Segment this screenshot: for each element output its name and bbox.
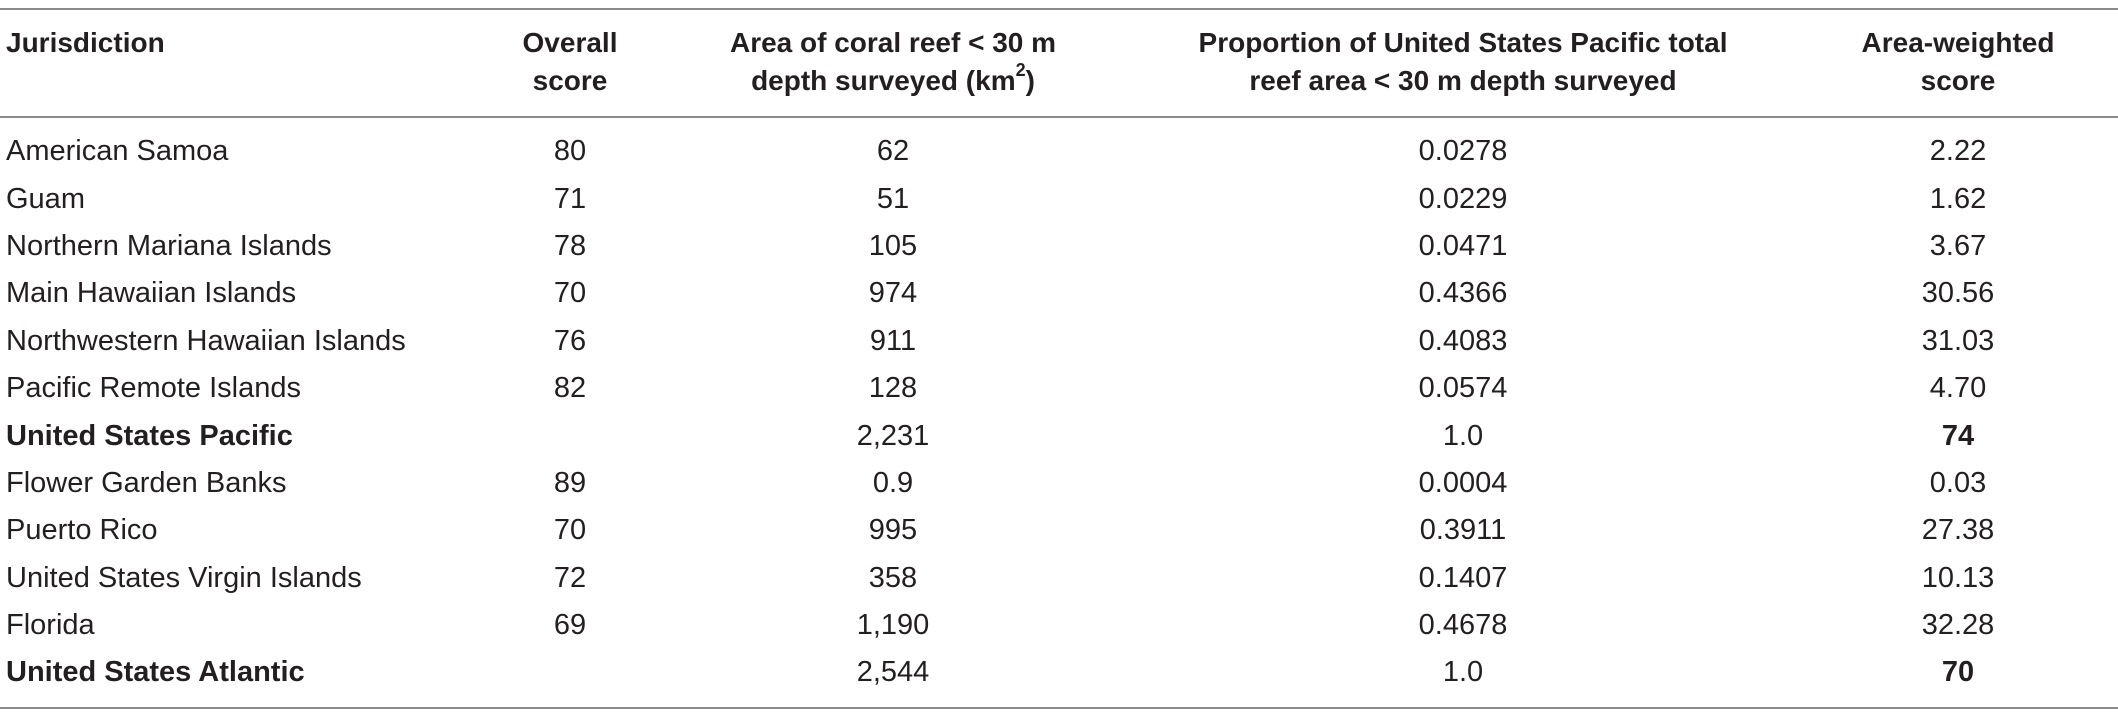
cell-area-surveyed: 2,231	[856, 419, 930, 452]
coral-reef-score-table-container: Jurisdiction Overall score Area of coral…	[0, 8, 2118, 709]
table-row: Puerto Rico 70 995 0.3911 27.38	[0, 507, 2118, 554]
cell-area-weighted-score: 70	[1941, 656, 1975, 689]
cell-jurisdiction: Main Hawaiian Islands	[6, 277, 297, 310]
cell-proportion: 0.1407	[1418, 561, 1508, 594]
cell-overall-score: 72	[553, 561, 587, 594]
cell-area-surveyed: 1,190	[856, 609, 930, 642]
cell-area-surveyed: 105	[868, 229, 918, 262]
header-overall-score-line1: Overall	[522, 27, 618, 58]
cell-area-surveyed: 911	[869, 324, 917, 357]
cell-area-surveyed: 974	[868, 277, 918, 310]
table-row: Main Hawaiian Islands 70 974 0.4366 30.5…	[0, 270, 2118, 317]
cell-overall-score: 69	[553, 609, 587, 642]
cell-jurisdiction: United States Pacific	[6, 419, 293, 452]
cell-overall-score: 76	[553, 324, 587, 357]
header-jurisdiction: Jurisdiction	[0, 9, 482, 117]
cell-jurisdiction: United States Virgin Islands	[6, 561, 362, 594]
cell-proportion: 0.0574	[1418, 372, 1508, 405]
subtotal-row: United States Atlantic 2,544 1.0 70	[0, 649, 2118, 708]
cell-jurisdiction: Flower Garden Banks	[6, 466, 287, 499]
cell-jurisdiction: Guam	[6, 182, 85, 215]
cell-overall-score: 70	[553, 277, 587, 310]
header-row: Jurisdiction Overall score Area of coral…	[0, 9, 2118, 117]
cell-area-weighted-score: 4.70	[1929, 372, 1987, 405]
header-area-surveyed-superscript: 2	[1015, 59, 1026, 80]
cell-area-weighted-score: 0.03	[1929, 466, 1987, 499]
cell-area-weighted-score: 10.13	[1921, 561, 1995, 594]
header-area-surveyed-line2: depth surveyed (km	[751, 65, 1016, 96]
cell-area-surveyed: 0.9	[872, 466, 914, 499]
table-row: Northern Mariana Islands 78 105 0.0471 3…	[0, 223, 2118, 270]
cell-proportion: 0.4366	[1418, 277, 1508, 310]
cell-area-surveyed: 62	[876, 135, 910, 168]
cell-area-weighted-score: 27.38	[1921, 514, 1995, 547]
cell-overall-score: 78	[553, 229, 587, 262]
cell-area-weighted-score: 3.67	[1929, 229, 1987, 262]
cell-proportion: 0.0278	[1418, 135, 1508, 168]
cell-overall-score: 80	[553, 135, 587, 168]
table-row: Pacific Remote Islands 82 128 0.0574 4.7…	[0, 365, 2118, 412]
cell-proportion: 1.0	[1442, 656, 1484, 689]
cell-jurisdiction: American Samoa	[6, 135, 229, 168]
header-proportion-line2: reef area < 30 m depth surveyed	[1249, 65, 1677, 96]
cell-proportion: 0.4083	[1418, 324, 1508, 357]
table-header: Jurisdiction Overall score Area of coral…	[0, 9, 2118, 117]
cell-overall-score: 71	[553, 182, 587, 215]
table-row: American Samoa 80 62 0.0278 2.22	[0, 117, 2118, 175]
cell-area-surveyed: 995	[868, 514, 918, 547]
cell-proportion: 0.0229	[1418, 182, 1508, 215]
cell-area-weighted-score: 74	[1941, 419, 1975, 452]
cell-overall-score	[482, 649, 658, 707]
header-area-surveyed: Area of coral reef < 30 m depth surveyed…	[658, 9, 1128, 117]
cell-area-surveyed: 2,544	[856, 656, 930, 689]
cell-area-weighted-score: 31.03	[1921, 324, 1995, 357]
cell-overall-score: 82	[553, 372, 587, 405]
cell-jurisdiction: Pacific Remote Islands	[6, 372, 301, 405]
cell-area-weighted-score: 2.22	[1929, 135, 1987, 168]
cell-proportion: 0.3911	[1419, 514, 1507, 547]
header-jurisdiction-label: Jurisdiction	[6, 27, 165, 58]
cell-proportion: 0.0004	[1418, 466, 1508, 499]
header-area-surveyed-line1: Area of coral reef < 30 m	[729, 27, 1057, 58]
header-overall-score-line2: score	[532, 65, 608, 96]
cell-proportion: 0.0471	[1418, 229, 1508, 262]
table-row: Northwestern Hawaiian Islands 76 911 0.4…	[0, 318, 2118, 365]
cell-overall-score: 89	[553, 466, 587, 499]
cell-jurisdiction: Florida	[6, 609, 95, 642]
table-row: United States Virgin Islands 72 358 0.14…	[0, 555, 2118, 602]
cell-area-surveyed: 128	[868, 372, 918, 405]
coral-reef-score-table: Jurisdiction Overall score Area of coral…	[0, 8, 2118, 709]
cell-proportion: 0.4678	[1418, 609, 1508, 642]
cell-area-surveyed: 51	[876, 182, 910, 215]
header-area-surveyed-line2-end: )	[1025, 65, 1035, 96]
header-area-weighted-score: Area-weighted score	[1798, 9, 2118, 117]
table-row: Flower Garden Banks 89 0.9 0.0004 0.03	[0, 460, 2118, 507]
cell-jurisdiction: United States Atlantic	[6, 656, 305, 689]
header-area-weighted-score-line1: Area-weighted	[1861, 27, 2055, 58]
cell-overall-score	[482, 412, 658, 459]
cell-jurisdiction: Puerto Rico	[6, 514, 158, 547]
cell-overall-score: 70	[553, 514, 587, 547]
cell-jurisdiction: Northern Mariana Islands	[6, 229, 332, 262]
cell-area-weighted-score: 30.56	[1921, 277, 1995, 310]
header-area-weighted-score-line2: score	[1920, 65, 1996, 96]
subtotal-row: United States Pacific 2,231 1.0 74	[0, 412, 2118, 459]
header-proportion-line1: Proportion of United States Pacific tota…	[1198, 27, 1728, 58]
cell-area-surveyed: 358	[868, 561, 918, 594]
header-overall-score: Overall score	[482, 9, 658, 117]
cell-area-weighted-score: 1.62	[1929, 182, 1987, 215]
table-row: Guam 71 51 0.0229 1.62	[0, 175, 2118, 222]
table-row: Florida 69 1,190 0.4678 32.28	[0, 602, 2118, 649]
table-body: American Samoa 80 62 0.0278 2.22 Guam 71…	[0, 117, 2118, 708]
cell-jurisdiction: Northwestern Hawaiian Islands	[6, 324, 406, 357]
cell-area-weighted-score: 32.28	[1921, 609, 1995, 642]
cell-proportion: 1.0	[1442, 419, 1484, 452]
header-proportion: Proportion of United States Pacific tota…	[1128, 9, 1798, 117]
